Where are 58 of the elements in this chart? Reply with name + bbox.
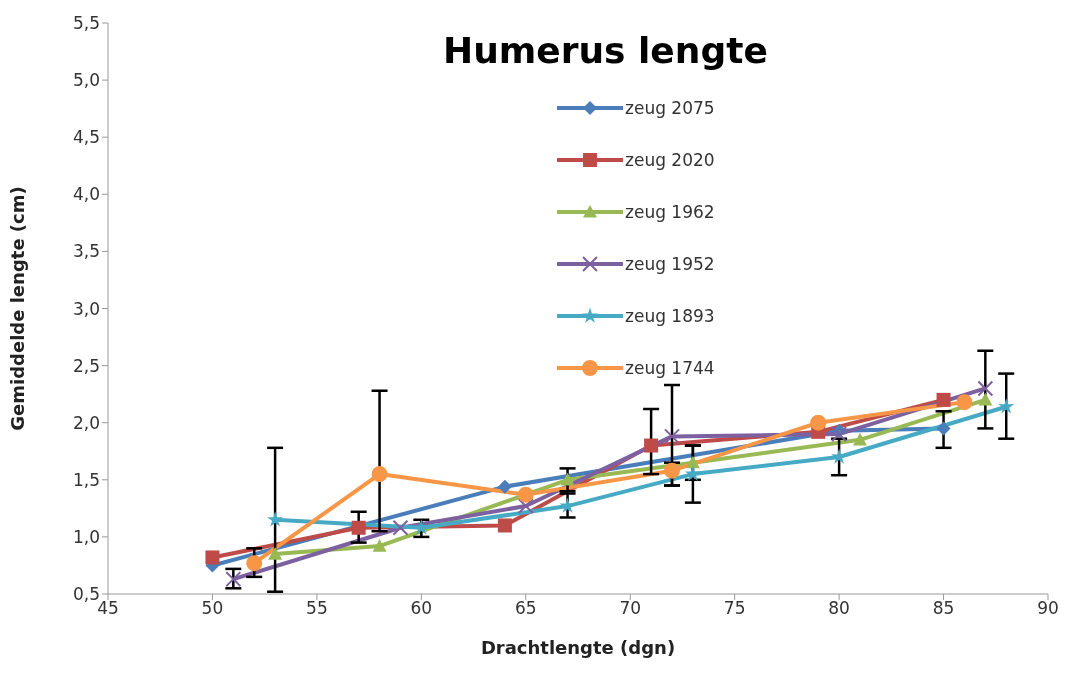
legend-label: zeug 2020 bbox=[625, 150, 715, 170]
chart-title: Humerus lengte bbox=[443, 30, 768, 71]
y-tick-label: 5,0 bbox=[72, 70, 100, 91]
point bbox=[560, 472, 575, 486]
x-tick-label: 60 bbox=[410, 598, 433, 619]
x-tick-label: 70 bbox=[619, 598, 642, 619]
point bbox=[517, 486, 534, 503]
point bbox=[644, 438, 659, 453]
y-tick-label: 2,0 bbox=[72, 412, 100, 433]
point bbox=[268, 547, 283, 560]
x-axis-title: Drachtlengte (dgn) bbox=[480, 637, 676, 658]
point bbox=[664, 428, 680, 445]
point bbox=[831, 426, 848, 443]
y-tick-label: 3,5 bbox=[72, 241, 100, 262]
point bbox=[978, 392, 993, 406]
y-tick-label: 0,5 bbox=[72, 584, 100, 605]
y-tick-label: 1,0 bbox=[72, 526, 100, 547]
point bbox=[225, 571, 242, 588]
y-tick-label: 3,0 bbox=[72, 298, 100, 319]
point bbox=[956, 394, 973, 411]
y-tick-label: 5,5 bbox=[72, 13, 100, 34]
point bbox=[664, 462, 680, 479]
x-tick-label: 75 bbox=[723, 598, 746, 619]
x-tick-label: 45 bbox=[97, 598, 119, 619]
x-tick-label: 55 bbox=[306, 598, 328, 619]
point bbox=[497, 479, 512, 494]
legend-label: zeug 1962 bbox=[625, 202, 715, 222]
point bbox=[372, 539, 387, 552]
point bbox=[392, 519, 409, 536]
point bbox=[517, 498, 534, 515]
point bbox=[246, 555, 263, 572]
point bbox=[684, 465, 701, 481]
point bbox=[853, 432, 867, 446]
point bbox=[936, 421, 951, 436]
point bbox=[810, 414, 827, 431]
point bbox=[205, 550, 220, 565]
y-tick-label: 1,5 bbox=[72, 469, 100, 490]
x-tick-label: 65 bbox=[514, 598, 537, 619]
point bbox=[497, 518, 512, 533]
x-tick-label: 85 bbox=[932, 598, 955, 619]
point bbox=[267, 511, 284, 527]
x-tick-label: 50 bbox=[201, 598, 224, 619]
y-tick-label: 4,0 bbox=[72, 184, 100, 205]
x-tick-label: 90 bbox=[1037, 598, 1059, 619]
y-tick-label: 2,5 bbox=[72, 355, 100, 376]
y-tick-label: 4,5 bbox=[72, 127, 100, 148]
y-axis-title: Gemiddelde lengte (cm) bbox=[7, 186, 29, 431]
point bbox=[977, 380, 994, 397]
legend-label: zeug 1744 bbox=[625, 358, 715, 378]
point bbox=[936, 392, 951, 407]
legend-label: zeug 1952 bbox=[625, 254, 715, 274]
point bbox=[998, 398, 1015, 414]
x-tick-label: 80 bbox=[828, 598, 850, 619]
legend-label: zeug 1893 bbox=[625, 306, 715, 326]
point bbox=[685, 455, 700, 469]
point bbox=[351, 520, 366, 535]
legend-label: zeug 2075 bbox=[625, 98, 715, 118]
point bbox=[371, 466, 388, 483]
